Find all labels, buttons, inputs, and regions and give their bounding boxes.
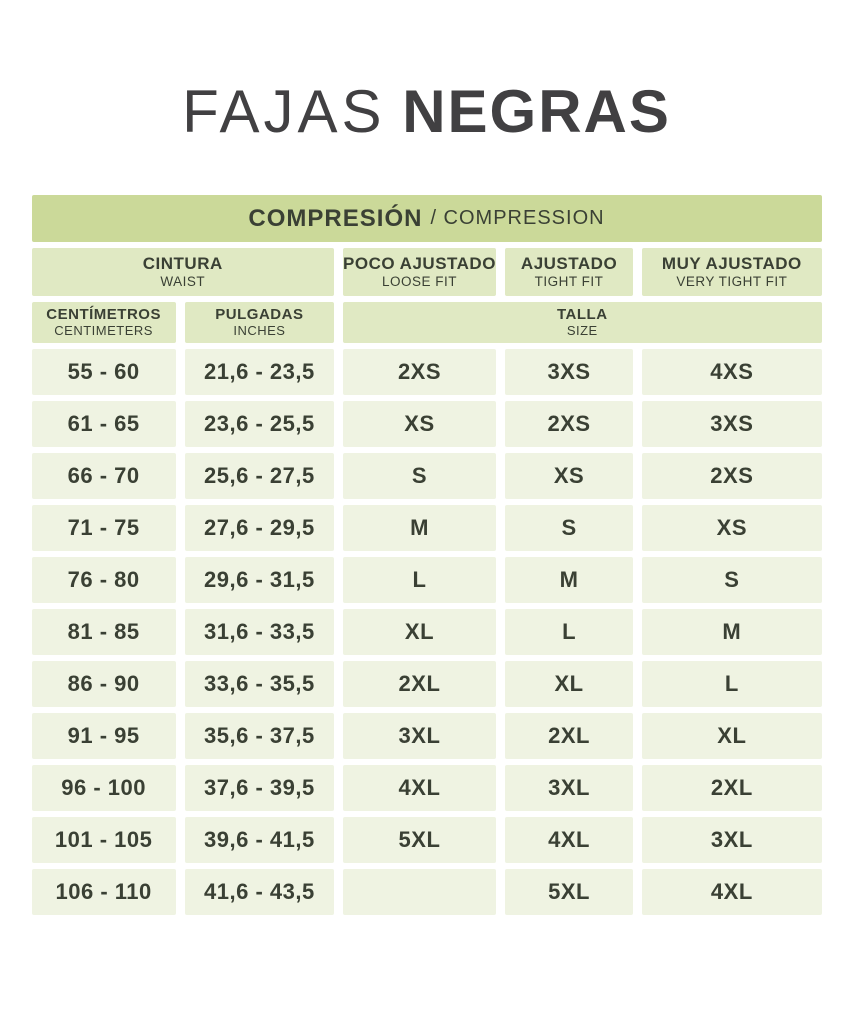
cell-centimeters: 66 - 70 [31,453,176,499]
cell-loose-fit-size: 5XL [343,817,496,863]
cell-very-tight-fit-size: XS [642,505,822,551]
cell-inches: 25,6 - 27,5 [184,453,335,499]
header-very-tight-fit-en: VERY TIGHT FIT [676,274,788,290]
cell-centimeters: 96 - 100 [31,765,176,811]
cell-loose-fit-size: L [343,557,496,603]
header-loose-fit-es: POCO AJUSTADO [343,254,496,274]
cell-centimeters: 71 - 75 [31,505,176,551]
header-size: TALLA SIZE [343,302,822,343]
cell-very-tight-fit-size: 3XL [642,817,822,863]
header-inches-en: INCHES [233,322,286,338]
header-centimeters: CENTÍMETROS CENTIMETERS [31,302,176,343]
cell-centimeters: 55 - 60 [31,349,176,395]
cell-inches: 23,6 - 25,5 [184,401,335,447]
header-size-es: TALLA [556,306,608,324]
header-loose-fit-en: LOOSE FIT [381,274,457,290]
header-centimeters-en: CENTIMETERS [54,322,153,338]
cell-loose-fit-size: M [343,505,496,551]
cell-loose-fit-size: 3XL [343,713,496,759]
cell-tight-fit-size: M [504,557,634,603]
cell-tight-fit-size: S [504,505,634,551]
cell-inches: 29,6 - 31,5 [184,557,335,603]
cell-tight-fit-size: XL [504,661,634,707]
cell-tight-fit-size: 4XL [504,817,634,863]
header-inches: PULGADAS INCHES [184,302,335,343]
cell-loose-fit-size: 2XS [343,349,496,395]
cell-inches: 37,6 - 39,5 [184,765,335,811]
cell-loose-fit-size: S [343,453,496,499]
cell-inches: 35,6 - 37,5 [184,713,335,759]
size-table-grid: CINTURA WAIST POCO AJUSTADO LOOSE FIT AJ… [31,248,822,915]
page-title-light: FAJAS [182,78,386,145]
cell-very-tight-fit-size: 4XL [642,869,822,915]
cell-loose-fit-size: 4XL [343,765,496,811]
header-inches-es: PULGADAS [215,306,304,324]
banner-title-es: COMPRESIÓN [248,204,423,232]
cell-tight-fit-size: 3XS [504,349,634,395]
cell-very-tight-fit-size: S [642,557,822,603]
cell-inches: 33,6 - 35,5 [184,661,335,707]
cell-loose-fit-size: 2XL [343,661,496,707]
header-very-tight-fit: MUY AJUSTADO VERY TIGHT FIT [642,248,822,296]
cell-loose-fit-size: XS [343,401,496,447]
cell-centimeters: 61 - 65 [31,401,176,447]
size-table: COMPRESIÓN / COMPRESSION CINTURA WAIST P… [31,195,822,915]
header-waist-es: CINTURA [142,254,223,274]
cell-inches: 39,6 - 41,5 [184,817,335,863]
cell-very-tight-fit-size: 2XS [642,453,822,499]
header-centimeters-es: CENTÍMETROS [46,306,161,324]
cell-tight-fit-size: 2XS [504,401,634,447]
cell-inches: 27,6 - 29,5 [184,505,335,551]
header-waist: CINTURA WAIST [31,248,335,296]
cell-loose-fit-size [343,869,496,915]
header-size-en: SIZE [566,322,598,338]
cell-tight-fit-size: 2XL [504,713,634,759]
header-very-tight-fit-es: MUY AJUSTADO [661,254,802,274]
page-title: FAJAS NEGRAS [0,80,853,143]
cell-centimeters: 101 - 105 [31,817,176,863]
cell-tight-fit-size: 3XL [504,765,634,811]
cell-tight-fit-size: XS [504,453,634,499]
header-tight-fit-en: TIGHT FIT [534,274,604,290]
page-title-bold: NEGRAS [402,78,671,145]
cell-very-tight-fit-size: L [642,661,822,707]
compression-banner: COMPRESIÓN / COMPRESSION [31,195,822,242]
cell-very-tight-fit-size: M [642,609,822,655]
cell-very-tight-fit-size: 4XS [642,349,822,395]
cell-inches: 41,6 - 43,5 [184,869,335,915]
cell-very-tight-fit-size: XL [642,713,822,759]
header-loose-fit: POCO AJUSTADO LOOSE FIT [343,248,496,296]
header-tight-fit-es: AJUSTADO [520,254,618,274]
cell-tight-fit-size: L [504,609,634,655]
cell-inches: 21,6 - 23,5 [184,349,335,395]
cell-loose-fit-size: XL [343,609,496,655]
cell-centimeters: 81 - 85 [31,609,176,655]
banner-title-en: / COMPRESSION [430,207,605,229]
cell-centimeters: 106 - 110 [31,869,176,915]
header-waist-en: WAIST [160,274,206,290]
header-tight-fit: AJUSTADO TIGHT FIT [504,248,634,296]
cell-centimeters: 91 - 95 [31,713,176,759]
cell-centimeters: 76 - 80 [31,557,176,603]
cell-tight-fit-size: 5XL [504,869,634,915]
cell-centimeters: 86 - 90 [31,661,176,707]
cell-very-tight-fit-size: 2XL [642,765,822,811]
cell-very-tight-fit-size: 3XS [642,401,822,447]
cell-inches: 31,6 - 33,5 [184,609,335,655]
